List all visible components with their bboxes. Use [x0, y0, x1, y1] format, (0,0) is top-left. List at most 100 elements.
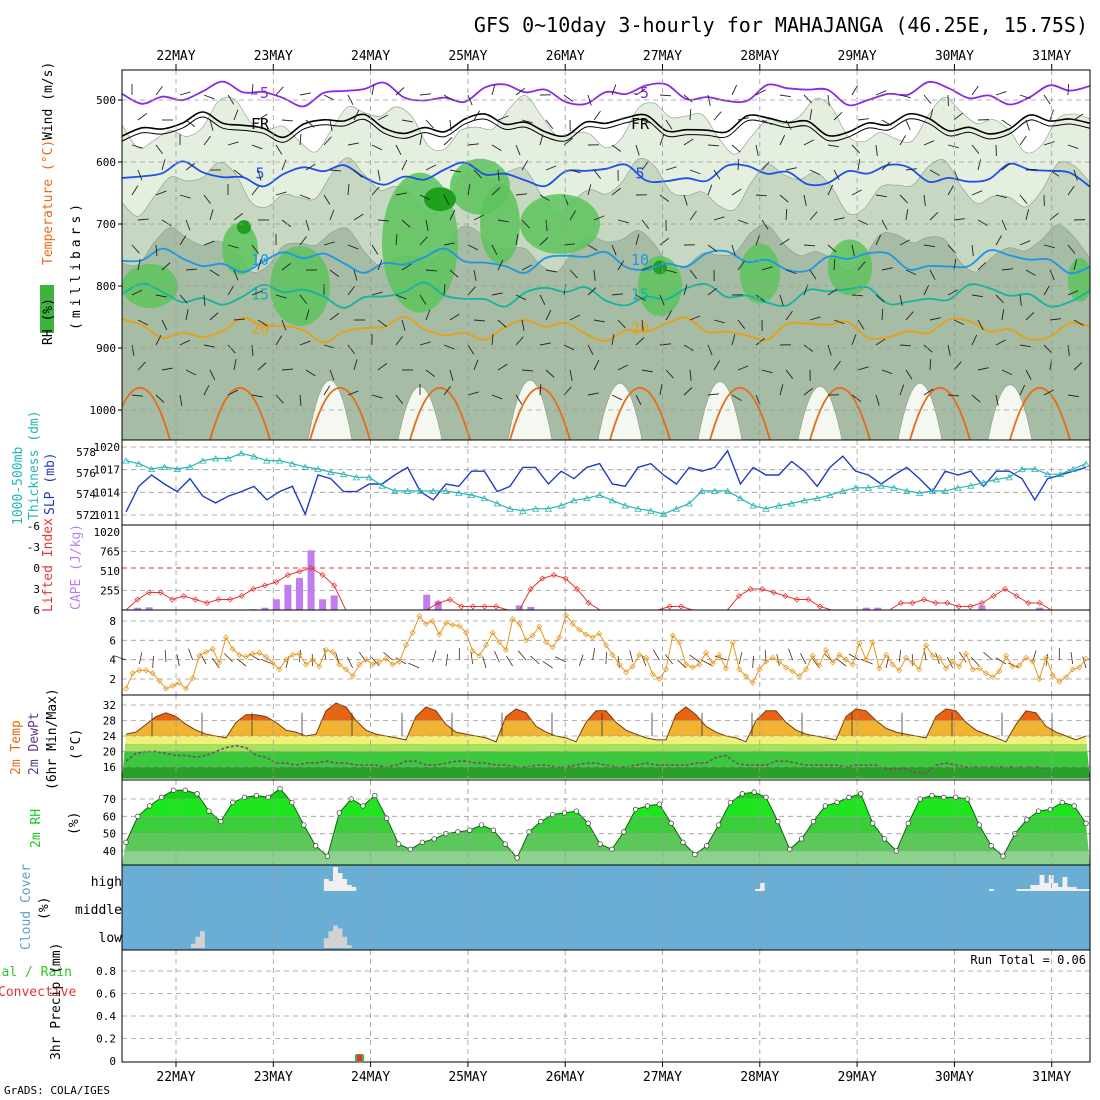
wind-barb	[401, 319, 406, 331]
wind-barb	[473, 214, 485, 221]
wind10m-barb	[517, 650, 527, 661]
rh2m-marker	[431, 836, 437, 842]
wind-barb	[491, 187, 501, 196]
precip-convective-bar	[357, 1054, 362, 1061]
wind-barb	[569, 210, 577, 221]
wind-barb	[251, 84, 254, 96]
li-marker	[782, 593, 789, 599]
wind-barb	[155, 144, 163, 155]
wind-barb	[851, 244, 855, 256]
rh2m-marker	[158, 794, 165, 800]
thickness-marker	[506, 505, 514, 512]
wind-barb	[833, 258, 836, 271]
slp-axis-labels: 1000-500mb Thickness (dm) SLP (mb)	[11, 410, 58, 525]
wind-barb	[491, 84, 496, 96]
wind10m-barb	[738, 652, 743, 665]
precip-ytick-label: 0.4	[96, 1010, 116, 1023]
isotherm-label: 20	[251, 319, 269, 337]
upper-label-rh: RH (%)	[41, 298, 56, 345]
wind-barb	[395, 294, 407, 300]
wind-speed-marker	[863, 656, 869, 663]
li-marker	[666, 603, 673, 610]
wind-speed-marker	[176, 679, 183, 686]
wind-speed-marker	[776, 658, 783, 665]
wind-speed-marker	[876, 665, 883, 672]
wind-speed-marker	[689, 664, 696, 671]
wind-speed-marker	[416, 613, 423, 620]
bottom-date-label: 27MAY	[643, 1070, 682, 1085]
rh-dry-plume	[797, 386, 843, 440]
isotherm-label: FR	[631, 115, 650, 133]
wind10m-barb	[689, 654, 700, 663]
wind-barb	[545, 165, 557, 171]
rh2m-marker	[419, 839, 425, 845]
cape-bar	[319, 599, 327, 610]
warm-surface-contour	[409, 387, 471, 440]
wind-barb	[257, 113, 268, 121]
li-marker	[227, 596, 234, 603]
cloud-high-bar	[1067, 887, 1072, 891]
wind-barb	[611, 293, 623, 296]
wind-barb	[875, 90, 887, 96]
wind-barb	[809, 211, 818, 221]
rh2m-marker	[312, 843, 319, 849]
temp-band	[122, 767, 1090, 779]
wind10m-barb	[445, 654, 449, 667]
wind-barb	[251, 244, 259, 255]
wind-barb	[539, 237, 549, 246]
wind-barb	[587, 287, 597, 296]
li-marker	[550, 572, 557, 578]
cloud-level-labels: high middle low	[75, 875, 122, 946]
rh2m-marker	[478, 822, 485, 828]
rh2m-marker	[490, 827, 497, 833]
wind-barb	[875, 234, 882, 246]
wind-speed-marker	[1003, 652, 1009, 659]
li-marker	[759, 586, 766, 592]
cloud-high-bar	[1025, 889, 1031, 891]
wind-barb	[275, 335, 283, 346]
thickness-marker	[992, 476, 1001, 483]
wind-speed-marker	[183, 685, 189, 692]
li-marker	[215, 596, 222, 603]
wind-barb	[929, 109, 934, 121]
wind-barb	[419, 93, 431, 96]
wind-barb	[689, 315, 701, 321]
wind-barb	[785, 167, 797, 171]
wind-barb	[809, 316, 821, 321]
wind-barb	[923, 140, 935, 146]
cape-bar	[515, 605, 523, 610]
rh-moist-blob	[1068, 257, 1090, 302]
wind-barb	[881, 369, 893, 375]
wind-barb	[299, 394, 302, 406]
thickness-marker	[1056, 470, 1065, 478]
wind-barb	[641, 319, 644, 331]
wind-barb	[731, 244, 736, 256]
wind-barb	[353, 213, 364, 221]
wind-barb	[833, 319, 845, 325]
wind-barb	[803, 194, 807, 206]
rh2m-marker	[502, 841, 508, 847]
wind-barb	[665, 269, 677, 274]
wind-speed-marker	[609, 651, 616, 658]
wind-barb	[779, 94, 791, 98]
rh2m-marker	[941, 794, 947, 800]
wind-speed-marker	[309, 656, 316, 663]
wind-barb	[731, 144, 741, 153]
wind10m-barb	[176, 654, 180, 667]
cape-bar	[330, 595, 338, 610]
isotherm-line	[122, 316, 1090, 344]
wind-barb	[563, 194, 569, 206]
cloud-high-bar	[755, 889, 760, 891]
wind-speed-marker	[149, 670, 156, 677]
top-date-label: 27MAY	[643, 49, 682, 64]
wind-barb	[971, 144, 980, 154]
wind-barb	[467, 344, 475, 355]
wind-barb	[137, 169, 143, 181]
wind-barb	[491, 394, 503, 400]
rh-band	[122, 851, 1090, 865]
top-date-label: 29MAY	[838, 49, 877, 64]
wind10m-barb	[347, 657, 354, 669]
wind-barb	[473, 269, 477, 281]
thickness-marker	[122, 457, 130, 464]
slp-ytick-label: 1011	[94, 509, 121, 522]
